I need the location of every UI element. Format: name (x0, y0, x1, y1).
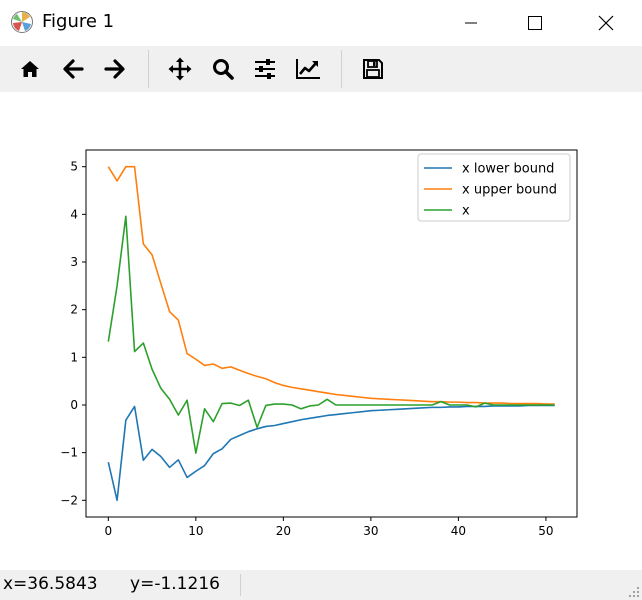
zoom-button[interactable] (208, 54, 238, 84)
y-tick-label: 1 (70, 350, 78, 364)
maximize-button[interactable] (512, 0, 558, 46)
legend-label-1: x upper bound (462, 183, 557, 198)
move-icon (168, 57, 192, 81)
y-tick-label: 4 (70, 207, 78, 221)
edit-axis-button[interactable] (293, 54, 323, 84)
toolbar-separator (341, 50, 342, 88)
save-button[interactable] (358, 54, 388, 84)
figure-canvas[interactable]: 0 10 20 30 40 50 −2 −1 0 1 2 3 4 5 x lower bound x up… (0, 92, 642, 570)
y-tick-label: 0 (70, 398, 78, 412)
x-tick-label: 20 (276, 524, 291, 538)
home-button[interactable] (15, 54, 45, 84)
series-line-0 (107, 404, 555, 502)
axes-frame (85, 149, 578, 518)
status-bar: x=36.5843 y=-1.1216 (0, 570, 642, 600)
arrow-left-icon (63, 59, 84, 79)
subplots-button[interactable] (250, 54, 280, 84)
close-button[interactable] (583, 0, 629, 46)
y-tick-label: −2 (60, 493, 78, 507)
maximize-icon (528, 16, 542, 30)
status-separator (240, 574, 241, 596)
forward-button[interactable] (100, 54, 130, 84)
home-icon (21, 61, 39, 77)
cursor-coordinates: x=36.5843 y=-1.1216 (3, 574, 220, 594)
back-button[interactable] (58, 54, 88, 84)
title-bar: Figure 1 (0, 0, 642, 46)
pan-button[interactable] (165, 54, 195, 84)
sliders-icon (255, 59, 275, 79)
close-icon (598, 15, 614, 31)
arrow-right-icon (104, 59, 125, 79)
legend-label-0: x lower bound (462, 162, 554, 177)
y-tick-label: 3 (70, 255, 78, 269)
navigation-toolbar (0, 46, 642, 92)
minimize-button[interactable] (448, 0, 494, 46)
window-title: Figure 1 (42, 11, 115, 32)
matplotlib-logo-icon (11, 11, 33, 33)
x-tick-label: 0 (104, 524, 112, 538)
x-tick-label: 40 (451, 524, 466, 538)
x-tick-label: 10 (188, 524, 203, 538)
magnifier-icon (213, 59, 234, 80)
series-line-2 (107, 215, 555, 454)
line-chart-icon (296, 59, 320, 79)
legend: x lower bound x upper bound x (417, 153, 571, 222)
toolbar-separator (148, 50, 149, 88)
legend-label-2: x (462, 204, 470, 219)
x-tick-label: 30 (363, 524, 378, 538)
series-line-1 (107, 165, 555, 405)
legend-box (417, 153, 571, 222)
y-tick-label: −1 (60, 446, 78, 460)
minimize-icon (465, 22, 477, 24)
resize-grip-icon[interactable] (628, 586, 640, 598)
y-tick-label: 2 (70, 303, 78, 317)
y-tick-label: 5 (70, 160, 78, 174)
line-chart[interactable]: 0 10 20 30 40 50 −2 −1 0 1 2 3 4 5 x lower bound x up… (0, 92, 642, 570)
floppy-disk-icon (363, 59, 383, 79)
x-tick-label: 50 (538, 524, 553, 538)
